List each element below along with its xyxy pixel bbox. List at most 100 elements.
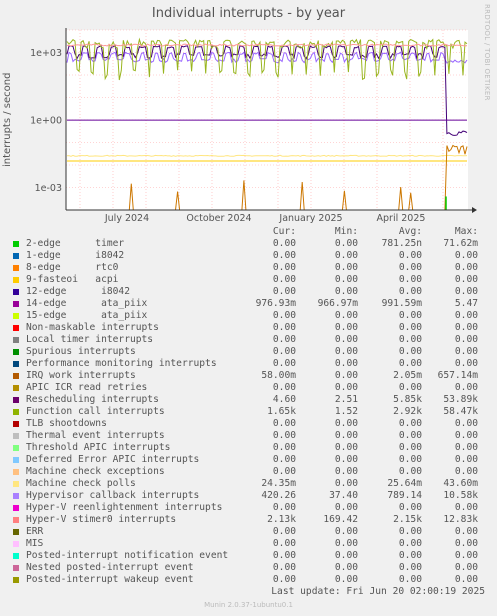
x-tick-label: October 2024: [186, 213, 251, 224]
header-min: Min:: [334, 226, 358, 237]
legend-min: 0.00: [334, 550, 358, 561]
legend-max: 0.00: [454, 442, 478, 453]
legend-label: Nested posted-interrupt event: [26, 562, 194, 573]
legend-cur: 0.00: [272, 430, 296, 441]
legend-avg: 2.05m: [393, 370, 422, 381]
legend-label: IRQ work interrupts: [26, 370, 136, 381]
legend-avg: 0.00: [398, 574, 422, 585]
legend-avg: 0.00: [398, 550, 422, 561]
legend-min: 0.00: [334, 382, 358, 393]
legend-swatch: [13, 253, 19, 259]
legend-cur: 1.65k: [267, 406, 296, 417]
legend-avg: 0.00: [398, 262, 422, 273]
legend-cur: 0.00: [272, 550, 296, 561]
axis-ticks: 1e+03 1e+00 1e-03 July 2024 October 2024 Janu…: [30, 48, 425, 224]
legend-cur: 24.35m: [261, 478, 296, 489]
legend-label: ERR: [26, 526, 44, 537]
legend-min: 0.00: [334, 274, 358, 285]
legend-avg: 0.00: [398, 322, 422, 333]
legend-min: 0.00: [334, 310, 358, 321]
legend-min: 0.00: [334, 538, 358, 549]
legend-label: Posted-interrupt notification event: [26, 550, 229, 561]
legend-row: Thermal event interrupts 0.00 0.00 0.00 0.00: [12, 430, 492, 442]
chart-title: Individual interrupts - by year: [151, 6, 346, 21]
legend-swatch: [13, 553, 19, 559]
legend-swatch: [13, 325, 19, 331]
legend-label: Hypervisor callback interrupts: [26, 490, 200, 501]
legend-label: Spurious interrupts: [26, 346, 136, 357]
legend-min: 0.00: [334, 238, 358, 249]
legend-cur: 0.00: [272, 466, 296, 477]
legend-swatch: [13, 241, 19, 247]
legend-avg: 25.64m: [387, 478, 422, 489]
legend-min: 0.00: [334, 442, 358, 453]
y-tick-label: 1e+03: [30, 48, 62, 59]
legend-avg: 2.15k: [393, 514, 422, 525]
legend-max: 0.00: [454, 430, 478, 441]
legend-row: 9-fasteoi acpi 0.00 0.00 0.00 0.00: [12, 274, 492, 286]
legend-cur: 0.00: [272, 526, 296, 537]
legend-row: Spurious interrupts 0.00 0.00 0.00 0.00: [12, 346, 492, 358]
legend-max: 0.00: [454, 574, 478, 585]
legend-avg: 0.00: [398, 526, 422, 537]
rrdtool-credit: RRDTOOL / TOBI OETIKER: [483, 4, 491, 101]
legend-cur: 2.13k: [267, 514, 296, 525]
legend-min: 0.00: [334, 262, 358, 273]
legend-max: 0.00: [454, 466, 478, 477]
legend-swatch: [13, 457, 19, 463]
legend-avg: 0.00: [398, 562, 422, 573]
legend-avg: 0.00: [398, 418, 422, 429]
legend-max: 0.00: [454, 418, 478, 429]
legend-cur: 0.00: [272, 538, 296, 549]
legend-label: Local timer interrupts: [26, 334, 154, 345]
legend-max: 0.00: [454, 274, 478, 285]
legend-row: Hypervisor callback interrupts 420.26 37.4…: [12, 490, 492, 502]
legend-label: 14-edge ata_piix: [26, 298, 148, 309]
legend-max: 71.62m: [443, 238, 478, 249]
legend-rows: 2-edge timer 0.00 0.00 781.25n 71.62m 1-edge …: [12, 238, 492, 586]
legend-label: Deferred Error APIC interrupts: [26, 454, 200, 465]
legend-max: 10.58k: [443, 490, 478, 501]
legend-row: 14-edge ata_piix 976.93m 966.97m 991.59m 5.4…: [12, 298, 492, 310]
y-tick-label: 1e+00: [30, 116, 62, 127]
x-tick-label: July 2024: [104, 213, 149, 224]
legend-min: 0.00: [334, 562, 358, 573]
legend-avg: 0.00: [398, 442, 422, 453]
legend-swatch: [13, 265, 19, 271]
legend-cur: 0.00: [272, 418, 296, 429]
series-line: [67, 43, 468, 47]
legend-swatch: [13, 421, 19, 427]
legend-cur: 4.60: [272, 394, 296, 405]
legend-max: 0.00: [454, 322, 478, 333]
y-tick-label: 1e-03: [35, 183, 62, 194]
legend-swatch: [13, 541, 19, 547]
legend-max: 0.00: [454, 262, 478, 273]
legend-row: Machine check polls 24.35m 0.00 25.64m 43.60…: [12, 478, 492, 490]
legend-max: 0.00: [454, 346, 478, 357]
legend-swatch: [13, 301, 19, 307]
legend-swatch: [13, 337, 19, 343]
legend-swatch: [13, 385, 19, 391]
legend-min: 0.00: [334, 358, 358, 369]
legend-min: 0.00: [334, 466, 358, 477]
legend-header: Cur: Min: Avg: Max:: [12, 226, 492, 238]
legend-label: 1-edge i8042: [26, 250, 125, 261]
legend-avg: 0.00: [398, 274, 422, 285]
legend-label: Machine check polls: [26, 478, 136, 489]
legend-row: Local timer interrupts 0.00 0.00 0.00 0.00: [12, 334, 492, 346]
legend-label: 8-edge rtc0: [26, 262, 119, 273]
legend-avg: 0.00: [398, 250, 422, 261]
legend-cur: 0.00: [272, 262, 296, 273]
legend-row: TLB shootdowns 0.00 0.00 0.00 0.00: [12, 418, 492, 430]
last-update: Last update: Fri Jun 20 02:00:19 2025: [271, 586, 485, 597]
legend-row: 2-edge timer 0.00 0.00 781.25n 71.62m: [12, 238, 492, 250]
legend-row: Deferred Error APIC interrupts 0.00 0.00 0.…: [12, 454, 492, 466]
legend-min: 0.00: [334, 322, 358, 333]
x-tick-label: January 2025: [278, 213, 342, 224]
legend-label: Rescheduling interrupts: [26, 394, 159, 405]
legend-swatch: [13, 505, 19, 511]
legend-min: 169.42: [323, 514, 358, 525]
legend-label: Hyper-V stimer0 interrupts: [26, 514, 177, 525]
legend-swatch: [13, 277, 19, 283]
legend-label: Function call interrupts: [26, 406, 165, 417]
